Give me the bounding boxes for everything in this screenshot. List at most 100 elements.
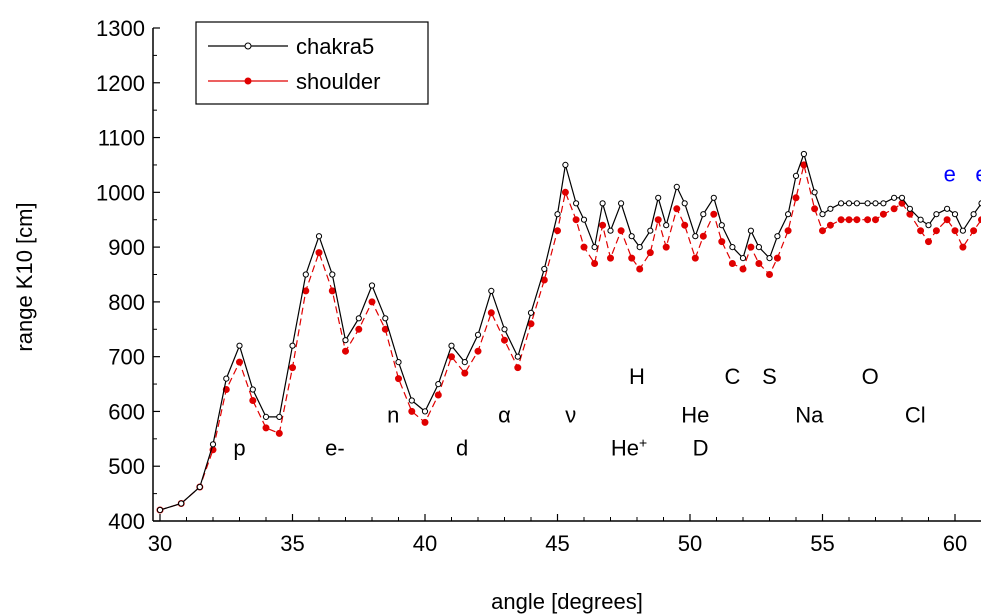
annotation-label: S bbox=[762, 364, 777, 389]
data-point-shoulder bbox=[978, 216, 981, 224]
data-point-shoulder bbox=[461, 369, 469, 377]
data-point-chakra5 bbox=[800, 150, 808, 158]
data-point-chakra5 bbox=[681, 200, 688, 207]
y-axis-label: range K10 [cm] bbox=[12, 202, 37, 351]
data-point-shoulder bbox=[691, 254, 699, 262]
annotation-label: e- bbox=[325, 435, 345, 460]
data-point-chakra5 bbox=[562, 161, 569, 168]
data-point-chakra5 bbox=[289, 342, 296, 349]
y-tick-label: 1200 bbox=[96, 71, 145, 96]
data-point-shoulder bbox=[755, 260, 763, 267]
data-point-chakra5 bbox=[933, 211, 940, 218]
data-point-shoulder bbox=[289, 364, 296, 372]
y-tick-label: 500 bbox=[108, 454, 145, 479]
y-tick-label: 1300 bbox=[96, 16, 145, 41]
data-point-chakra5 bbox=[880, 200, 887, 207]
data-point-shoulder bbox=[434, 391, 442, 399]
data-point-chakra5 bbox=[329, 271, 336, 278]
data-point-chakra5 bbox=[766, 255, 773, 262]
x-tick-label: 55 bbox=[810, 531, 834, 556]
data-point-shoulder bbox=[710, 210, 718, 218]
legend: chakra5 shoulder bbox=[195, 21, 429, 105]
data-point-chakra5 bbox=[368, 282, 376, 289]
data-point-shoulder bbox=[890, 205, 898, 213]
data-point-shoulder bbox=[959, 243, 967, 251]
data-point-shoulder bbox=[681, 221, 689, 229]
series-shoulder bbox=[156, 161, 981, 514]
data-point-shoulder bbox=[845, 216, 853, 224]
data-point-shoulder bbox=[811, 205, 819, 213]
data-point-chakra5 bbox=[747, 227, 755, 234]
data-point-chakra5 bbox=[898, 194, 906, 201]
data-point-shoulder bbox=[728, 260, 736, 267]
data-point-chakra5 bbox=[382, 315, 389, 322]
data-point-shoulder bbox=[617, 227, 625, 235]
data-point-chakra5 bbox=[978, 200, 981, 207]
y-tick-label: 400 bbox=[108, 509, 145, 534]
annotation-label: α bbox=[498, 402, 511, 427]
data-point-chakra5 bbox=[618, 200, 625, 207]
data-point-shoulder bbox=[864, 216, 872, 224]
data-point-chakra5 bbox=[448, 342, 455, 349]
data-point-chakra5 bbox=[700, 211, 707, 218]
data-point-chakra5 bbox=[580, 216, 588, 223]
x-tick-label: 60 bbox=[943, 531, 967, 556]
data-point-shoulder bbox=[580, 243, 588, 251]
data-point-shoulder bbox=[819, 227, 826, 235]
data-point-shoulder bbox=[514, 364, 522, 372]
data-point-shoulder bbox=[699, 232, 707, 240]
data-point-chakra5 bbox=[827, 205, 834, 212]
data-point-shoulder bbox=[262, 424, 270, 432]
data-point-shoulder bbox=[275, 429, 283, 437]
annotation-label: p bbox=[233, 435, 245, 460]
data-point-shoulder bbox=[879, 210, 887, 218]
data-point-chakra5 bbox=[236, 342, 243, 349]
data-point-chakra5 bbox=[591, 244, 598, 251]
data-point-shoulder bbox=[747, 243, 755, 251]
series-line-chakra5 bbox=[159, 152, 981, 511]
y-tick-label: 800 bbox=[108, 290, 145, 315]
data-point-chakra5 bbox=[607, 227, 614, 234]
data-point-chakra5 bbox=[891, 194, 898, 201]
data-point-chakra5 bbox=[474, 331, 482, 338]
data-point-chakra5 bbox=[792, 172, 800, 179]
data-point-shoulder bbox=[628, 254, 636, 262]
annotation-label: He+ bbox=[611, 434, 647, 460]
data-point-chakra5 bbox=[925, 222, 932, 229]
legend-label-chakra5: chakra5 bbox=[296, 34, 374, 59]
data-point-chakra5 bbox=[944, 205, 951, 212]
data-point-shoulder bbox=[925, 238, 932, 246]
data-point-shoulder bbox=[572, 216, 580, 224]
data-point-shoulder bbox=[487, 309, 495, 317]
data-point-chakra5 bbox=[970, 211, 977, 218]
data-point-shoulder bbox=[766, 271, 773, 278]
annotation-label: ν bbox=[565, 402, 576, 427]
annotation-label: d bbox=[456, 435, 468, 460]
data-point-chakra5 bbox=[573, 200, 580, 207]
data-point-chakra5 bbox=[209, 441, 217, 448]
annotation-label: Na bbox=[795, 402, 824, 427]
data-point-chakra5 bbox=[628, 233, 635, 240]
data-point-chakra5 bbox=[838, 200, 845, 207]
data-point-shoulder bbox=[236, 358, 243, 366]
data-point-chakra5 bbox=[395, 359, 402, 366]
data-point-chakra5 bbox=[178, 500, 185, 507]
data-point-shoulder bbox=[408, 407, 416, 415]
y-tick-label: 1100 bbox=[98, 126, 145, 151]
data-point-shoulder bbox=[784, 227, 792, 235]
data-point-shoulder bbox=[943, 216, 951, 224]
data-point-shoulder bbox=[561, 188, 569, 196]
data-point-chakra5 bbox=[655, 194, 662, 201]
data-point-chakra5 bbox=[554, 211, 561, 218]
data-point-chakra5 bbox=[196, 483, 203, 491]
data-point-shoulder bbox=[355, 325, 363, 333]
data-point-chakra5 bbox=[501, 326, 508, 333]
data-point-chakra5 bbox=[514, 353, 521, 360]
y-tick-label: 900 bbox=[108, 235, 145, 260]
data-point-chakra5 bbox=[249, 386, 256, 393]
data-point-chakra5 bbox=[276, 413, 283, 420]
x-tick-label: 50 bbox=[678, 531, 702, 556]
data-point-chakra5 bbox=[729, 244, 736, 251]
data-point-shoulder bbox=[474, 347, 482, 355]
